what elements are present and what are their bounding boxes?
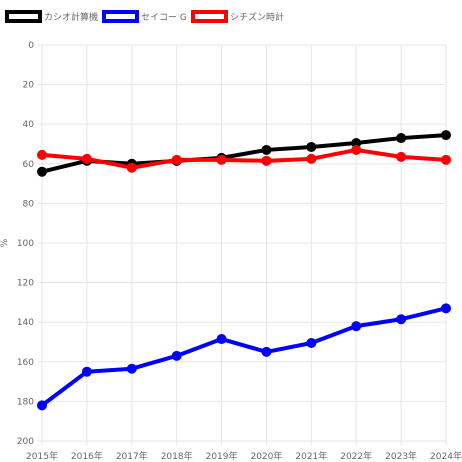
legend-swatch (191, 10, 228, 23)
legend-label: カシオ計算機 (44, 11, 98, 23)
x-tick-label: 2018年 (161, 450, 193, 462)
data-point[interactable] (261, 144, 272, 155)
y-tick-label: 40 (23, 120, 35, 130)
y-tick-label: 100 (17, 239, 34, 249)
y-tick-label: 140 (17, 318, 34, 328)
data-point[interactable] (81, 153, 92, 164)
data-point[interactable] (216, 154, 227, 165)
data-point[interactable] (351, 144, 362, 155)
y-tick-label: 20 (23, 81, 35, 91)
series-2 (37, 144, 451, 173)
x-tick-label: 2016年 (71, 450, 103, 462)
legend-swatch (5, 10, 42, 23)
data-point[interactable] (126, 162, 137, 173)
y-axis-ticks: 0 20 40 60 80 100 120 140 160 180 200 (17, 41, 34, 447)
y-tick-label: 160 (17, 358, 34, 368)
x-tick-label: 2019年 (206, 450, 238, 462)
data-point[interactable] (171, 350, 182, 361)
y-tick-label: 60 (23, 160, 35, 170)
legend-item[interactable]: シチズン時計 (191, 10, 284, 23)
x-tick-label: 2015年 (26, 450, 58, 462)
data-point[interactable] (351, 321, 362, 332)
grid (38, 44, 447, 445)
data-point[interactable] (261, 155, 272, 166)
data-point[interactable] (441, 303, 451, 314)
legend-label: セイコー G (141, 12, 187, 23)
data-point[interactable] (216, 334, 227, 345)
x-axis-ticks: 2015年 2016年 2017年 2018年 2019年 2020年 2021年 2022年… (26, 450, 462, 462)
data-point[interactable] (441, 154, 451, 165)
series-1 (37, 303, 451, 411)
x-tick-label: 2020年 (250, 450, 282, 462)
data-point[interactable] (351, 138, 362, 149)
data-point[interactable] (441, 130, 451, 141)
x-tick-label: 2022年 (340, 450, 372, 462)
data-point[interactable] (306, 337, 317, 348)
legend-label: シチズン時計 (230, 11, 284, 23)
x-tick-label: 2017年 (116, 450, 148, 462)
legend-swatch (102, 10, 139, 23)
data-point[interactable] (261, 346, 272, 357)
data-point[interactable] (396, 151, 407, 162)
series-line (41, 147, 447, 170)
data-point[interactable] (126, 363, 137, 374)
series-line (40, 306, 447, 407)
data-point[interactable] (37, 149, 47, 160)
legend-item[interactable]: セイコー G (102, 10, 187, 23)
x-tick-label: 2024年 (430, 450, 462, 462)
y-tick-label: 80 (23, 199, 35, 209)
legend: カシオ計算機 セイコー G シチズン時計 (5, 10, 284, 23)
y-tick-label: 120 (17, 279, 34, 289)
x-tick-label: 2023年 (385, 450, 417, 462)
data-point[interactable] (81, 366, 92, 377)
data-point[interactable] (396, 314, 407, 325)
legend-item[interactable]: カシオ計算機 (5, 10, 98, 23)
data-point[interactable] (37, 400, 47, 411)
data-point[interactable] (306, 141, 317, 152)
data-point[interactable] (171, 154, 182, 165)
series-layer (37, 130, 451, 411)
y-tick-label: 200 (17, 437, 34, 447)
data-point[interactable] (37, 166, 47, 177)
y-tick-label: 180 (17, 397, 34, 407)
y-tick-label: 0 (28, 41, 34, 51)
data-point[interactable] (306, 153, 317, 164)
data-point[interactable] (396, 133, 407, 144)
y-axis-label: % (0, 238, 10, 247)
x-tick-label: 2021年 (295, 450, 327, 462)
